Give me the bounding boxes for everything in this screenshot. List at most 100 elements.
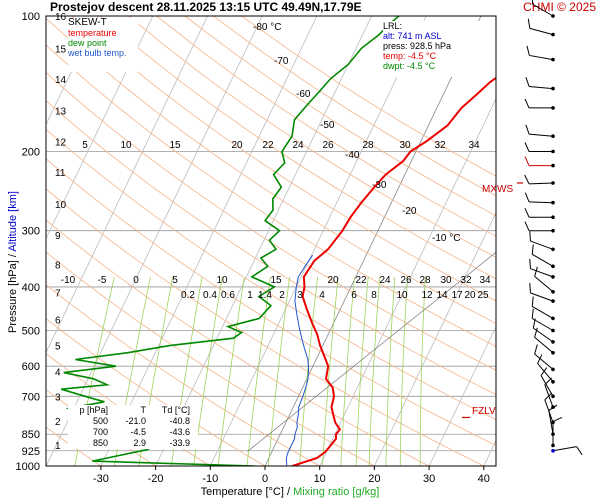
- moist-adiabat-label: 28: [419, 275, 431, 286]
- wind-barb-feather: [524, 98, 530, 109]
- mixing-ratio-line: [399, 276, 408, 466]
- legend: SKEW-T temperature dew point wet bulb te…: [68, 18, 138, 72]
- wind-barb-station: [551, 275, 555, 279]
- moist-adiabat-label: 32: [434, 140, 446, 151]
- mixing-ratio-label: 0.6: [221, 290, 235, 301]
- altitude-tick-label: 8: [55, 261, 61, 272]
- legend-title: SKEW-T: [68, 17, 107, 28]
- series-line-wet-bulb-temp-: [285, 254, 314, 466]
- altitude-tick-label: 7: [55, 289, 61, 300]
- altitude-tick-label: 5: [55, 342, 61, 353]
- moist-adiabat-label: 28: [362, 140, 374, 151]
- wind-barb-shaft: [552, 446, 577, 452]
- mixing-ratio-label: 3: [297, 290, 303, 301]
- wind-barb-shaft: [530, 292, 554, 302]
- wind-barb-station: [551, 394, 555, 399]
- dry-adiabat: [46, 100, 496, 396]
- wind-barb-feather: [537, 354, 543, 364]
- pressure-tick-label: 1000: [16, 461, 40, 473]
- wind-barb: [525, 77, 555, 91]
- wind-barb-shaft: [534, 336, 554, 354]
- wind-barb-feather: [524, 207, 530, 218]
- wind-barb-station: [551, 32, 555, 37]
- table-cell: -40.8: [169, 416, 190, 426]
- temp-tick-label: -30: [93, 473, 109, 485]
- moist-adiabat-label: 0: [133, 275, 139, 286]
- temp-tick-label: 40: [478, 473, 490, 485]
- wind-barb: [532, 318, 555, 344]
- dry-adiabat-label: -60: [296, 89, 311, 100]
- altitude-tick-label: 11: [55, 168, 66, 179]
- dry-adiabat: [46, 219, 430, 466]
- wind-barb-shaft: [529, 27, 554, 36]
- plot-area: [46, 16, 496, 466]
- dry-adiabat: [46, 426, 102, 466]
- wind-barb: [531, 244, 555, 269]
- isotherm-line: [209, 16, 427, 466]
- wind-barb-feather: [529, 231, 531, 242]
- isotherm-line: [155, 16, 372, 466]
- dry-adiabat: [213, 16, 496, 197]
- isotherm-line: [428, 325, 496, 466]
- mixing-ratio-label: 6: [351, 290, 357, 301]
- wind-barb-feather: [531, 296, 534, 307]
- wind-barb: [524, 207, 555, 219]
- wind-barb: [531, 296, 555, 321]
- table-header-t: T: [140, 405, 147, 415]
- wind-barb: [524, 142, 555, 154]
- wind-barb: [551, 416, 563, 448]
- wind-barb: [524, 221, 555, 233]
- dry-adiabat: [46, 188, 484, 466]
- mixing-ratio-line: [419, 276, 426, 466]
- dry-adiabat-label: -70: [274, 56, 289, 67]
- legend-temperature: temperature: [68, 28, 117, 38]
- mixing-ratio-label: 8: [371, 290, 377, 301]
- table-cell: -4.5: [130, 427, 146, 437]
- mixing-ratio-label: 17: [451, 290, 463, 301]
- series-line-temperature: [292, 76, 496, 466]
- wind-barb: [524, 156, 555, 168]
- x-axis-mixing-label: Mixing ratio [g/kg]: [293, 486, 380, 498]
- pressure-tick-label: 500: [22, 326, 40, 338]
- mxws-label: MXWS: [482, 184, 514, 195]
- wind-barb-shaft: [530, 268, 554, 278]
- mixing-ratio-label: 12: [421, 290, 433, 301]
- moist-adiabat-label: 5: [82, 140, 88, 151]
- mixing-ratio-line: [368, 276, 381, 466]
- table-header-p: p [hPa]: [79, 405, 108, 415]
- mixing-ratio-label: 0.2: [181, 290, 195, 301]
- wind-barb-feather: [526, 45, 530, 56]
- wind-barb: [534, 327, 555, 355]
- lrl-temp: temp: -4.5 °C: [383, 51, 437, 61]
- mixing-ratio-line: [355, 276, 369, 466]
- dry-adiabat-label: -40: [345, 150, 360, 161]
- mixing-ratio-label: 14: [436, 290, 448, 301]
- wind-barb-shaft: [529, 133, 554, 137]
- table-header-td: Td [°C]: [161, 405, 190, 415]
- moist-adiabat-label: 15: [270, 275, 282, 286]
- table-row: 500 -21.0 -40.8: [68, 416, 198, 427]
- y-axis-altitude-label: Altitude [km]: [7, 191, 19, 252]
- altitude-tick-label: 9: [55, 231, 61, 242]
- table-row: 850 2.9 -33.9: [68, 438, 198, 449]
- moist-adiabat-label: 20: [231, 140, 243, 151]
- wind-barb-station: [551, 215, 555, 219]
- pressure-tick-label: 850: [22, 429, 40, 441]
- wind-barb-station: [551, 86, 555, 91]
- wind-barb-feather: [529, 258, 531, 269]
- table-row: 700 -4.5 -43.6: [68, 427, 198, 438]
- altitude-tick-label: 16: [55, 12, 67, 23]
- moist-adiabat-label: 30: [440, 275, 452, 286]
- isotherm-line: [46, 16, 99, 126]
- isotherm-line: [46, 16, 208, 354]
- wind-barb: [524, 174, 555, 185]
- wind-barb-feather: [544, 377, 553, 386]
- y-axis-pressure-label: Pressure [hPa] /: [7, 251, 19, 333]
- wind-barb-feather: [531, 308, 534, 319]
- fzlv-label: FZLV: [472, 406, 496, 417]
- altitude-tick-label: 1: [55, 441, 61, 452]
- dry-adiabat: [46, 251, 375, 466]
- wind-barb-feather: [531, 244, 534, 255]
- dry-adiabat: [184, 16, 496, 217]
